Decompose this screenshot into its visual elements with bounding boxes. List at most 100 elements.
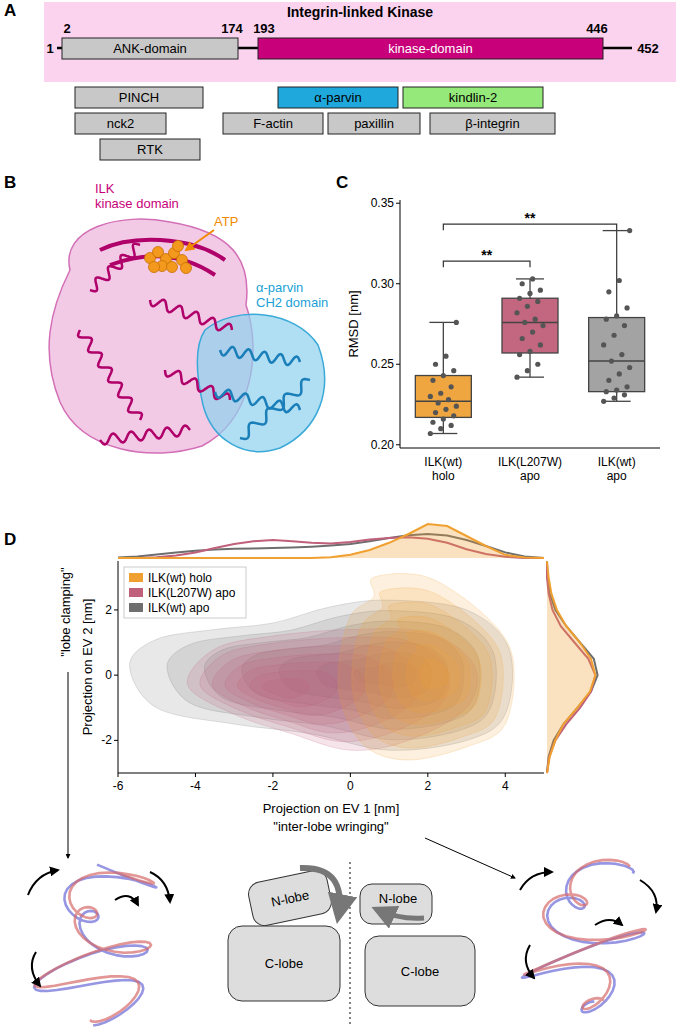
data-point	[538, 342, 543, 347]
pointer-arrow	[425, 838, 515, 878]
data-point	[449, 384, 454, 389]
density-contour	[338, 574, 514, 760]
data-point	[611, 333, 616, 338]
domain-box	[258, 38, 603, 59]
data-point	[614, 387, 619, 392]
whisker	[616, 392, 617, 402]
median	[415, 401, 471, 403]
data-point	[604, 389, 609, 394]
lobe-label: N-lobe	[379, 891, 417, 906]
box	[502, 298, 558, 353]
y-tick-label: 0.35	[371, 196, 395, 210]
data-point	[454, 320, 459, 325]
legend-label: ILK(L207W) apo	[148, 586, 236, 600]
density-plot	[130, 574, 515, 760]
residue-number: 193	[253, 21, 275, 36]
atp-atom	[167, 262, 178, 273]
legend-box	[124, 567, 246, 618]
density-contour	[262, 679, 308, 698]
x-axis	[118, 773, 544, 774]
y-axis	[400, 200, 401, 448]
partner-label: kindlin-2	[449, 90, 497, 105]
x-tick	[350, 773, 351, 777]
domain-box	[62, 38, 238, 59]
data-point	[428, 431, 433, 436]
y-axis-title: RMSD [nm]	[346, 290, 361, 357]
partner-box	[75, 87, 203, 108]
data-point	[606, 378, 611, 383]
y-axis-title: Projection on EV 2 [nm]	[80, 599, 95, 736]
domain-label: ANK-domain	[113, 41, 187, 56]
density-contour	[352, 588, 503, 748]
residue-number: 446	[586, 21, 608, 36]
y-tick	[396, 203, 400, 204]
x-tick	[118, 773, 119, 777]
x-tick-label: -4	[190, 779, 201, 793]
data-point	[614, 313, 619, 318]
residue-number: 2	[63, 21, 70, 36]
data-point	[525, 368, 530, 373]
y-tick	[396, 364, 400, 365]
c-lobe	[228, 926, 340, 1001]
data-point	[617, 371, 622, 376]
x-tick-label: ILK(wt)	[598, 455, 636, 469]
ribbon	[78, 330, 142, 420]
x-axis	[400, 448, 660, 449]
atp-atom	[149, 262, 160, 273]
data-point	[624, 384, 629, 389]
marginal-curve	[547, 561, 595, 773]
parvin-surface	[197, 314, 324, 451]
box-plot	[415, 228, 644, 436]
panel-label: B	[4, 173, 16, 192]
structure-label: ATP	[214, 214, 238, 229]
median	[589, 360, 645, 362]
y-tick-label: 0	[105, 668, 112, 682]
whisker-cap	[603, 401, 631, 402]
partner-label: nck2	[107, 116, 134, 131]
data-point	[514, 310, 519, 315]
y-tick-label: 0.25	[371, 357, 395, 371]
ribbon	[240, 379, 310, 439]
y-axis	[118, 561, 119, 773]
data-point	[443, 354, 448, 359]
ribbon	[150, 300, 232, 330]
motion-arrow	[28, 870, 58, 895]
data-point	[454, 404, 459, 409]
x-tick	[427, 773, 428, 777]
significance-label: **	[481, 247, 492, 263]
lobe-schematic: N-lobe	[246, 868, 333, 928]
structure-image	[49, 219, 324, 453]
lobe-label: N-lobe	[270, 887, 311, 910]
lobe-label: C-lobe	[401, 964, 439, 979]
motion-arrow	[150, 872, 170, 902]
y-tick-label: -2	[101, 733, 112, 747]
partner-label: PINCH	[119, 90, 159, 105]
x-tick-label: -2	[268, 779, 279, 793]
motion-arrow	[595, 920, 622, 925]
partner-box	[430, 113, 555, 134]
partner-box	[278, 87, 398, 108]
data-point	[619, 352, 624, 357]
density-contour	[130, 600, 513, 750]
legend-label: ILK(wt) holo	[148, 571, 212, 585]
data-point	[520, 336, 525, 341]
whisker-cap	[429, 322, 457, 323]
data-point	[533, 317, 538, 322]
data-point	[517, 296, 522, 301]
data-point	[517, 352, 522, 357]
marginal-curve	[547, 561, 598, 773]
marginal-curve	[547, 561, 595, 773]
whisker-cap	[429, 433, 457, 434]
data-point	[438, 391, 443, 396]
data-point	[433, 410, 438, 415]
x-tick-label: holo	[432, 469, 455, 483]
residue-number: 1	[46, 41, 53, 56]
y-tick-label: 0.20	[371, 438, 395, 452]
density-contour	[393, 630, 470, 712]
x-tick-label: 2	[424, 779, 431, 793]
residue-number: 452	[637, 41, 659, 56]
structure-label: α-parvin	[256, 280, 303, 295]
data-point	[601, 342, 606, 347]
data-point	[527, 349, 532, 354]
density-contour	[365, 602, 492, 736]
